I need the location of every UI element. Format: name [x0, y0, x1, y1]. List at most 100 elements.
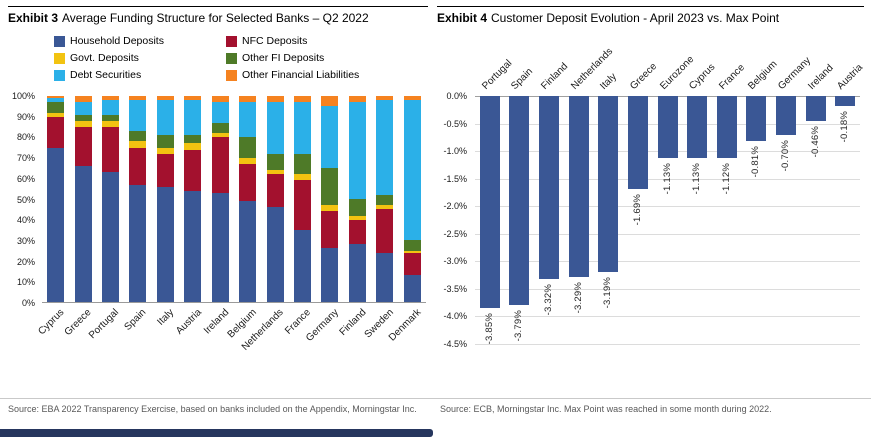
segment-other-fi-deposits [184, 135, 202, 144]
segment-debt-securities [184, 100, 202, 136]
stacked-bar-greece [74, 96, 92, 302]
legend-label: Household Deposits [70, 35, 164, 47]
y-tick-label: 60% [16, 173, 35, 184]
segment-household-deposits [321, 248, 339, 302]
category-label: Greece [628, 61, 660, 92]
exhibit3-y-axis: 100% 90% 80% 70% 60% 50% 40% 30% 20% 10% 0% [8, 91, 38, 308]
segment-household-deposits [266, 207, 284, 302]
stacked-bar-germany [321, 96, 339, 302]
segment-govt-deposits [348, 215, 366, 220]
segment-other-financial-liabilities [129, 96, 147, 101]
segment-other-fi-deposits [403, 240, 421, 251]
stacked-bar-finland [348, 96, 366, 302]
stacked-bar-denmark [403, 96, 421, 302]
legend-swatch-icon [226, 35, 237, 47]
y-tick-label: -2.5% [443, 228, 467, 239]
y-tick-label: -3.5% [443, 283, 467, 294]
category-label: Cyprus [687, 61, 718, 92]
segment-nfc-deposits [348, 219, 366, 245]
legend-swatch-icon [226, 52, 237, 64]
gridline [475, 344, 860, 345]
gridline [475, 233, 860, 235]
y-tick-label: -1.0% [443, 146, 467, 157]
legend-label: NFC Deposits [242, 35, 308, 47]
segment-debt-securities [376, 100, 394, 195]
segment-govt-deposits [266, 170, 284, 175]
segment-debt-securities [348, 102, 366, 200]
y-tick-label: -2.0% [443, 201, 467, 212]
y-tick-label: 90% [16, 111, 35, 122]
segment-debt-securities [211, 102, 229, 123]
segment-debt-securities [294, 102, 311, 154]
segment-nfc-deposits [376, 209, 394, 253]
segment-other-financial-liabilities [239, 96, 257, 103]
legend-item-govt-deposits: Govt. Deposits [54, 51, 226, 65]
segment-debt-securities [47, 98, 65, 103]
exhibit3-plot-area [42, 96, 426, 303]
stacked-bar-portugal [102, 96, 120, 302]
stacked-bar-cyprus [47, 96, 65, 302]
segment-nfc-deposits [156, 153, 174, 187]
legend-label: Other Financial Liabilities [242, 69, 360, 81]
exhibit3-label: Exhibit 3 [8, 11, 59, 25]
category-label: Finland [539, 61, 571, 92]
bar-italy [598, 96, 619, 272]
segment-nfc-deposits [211, 137, 229, 193]
x-axis-label: Austria [173, 307, 204, 337]
segment-govt-deposits [156, 147, 174, 154]
legend-label: Other FI Deposits [242, 52, 325, 64]
segment-nfc-deposits [184, 149, 202, 191]
bar-spain [509, 96, 530, 305]
segment-nfc-deposits [102, 126, 120, 173]
value-label: -0.81% [750, 145, 762, 177]
segment-other-financial-liabilities [47, 96, 65, 99]
gridline [475, 178, 860, 180]
exhibit4-panel: Exhibit 4 Customer Deposit Evolution - Ap… [437, 6, 865, 349]
segment-govt-deposits [294, 174, 311, 181]
segment-household-deposits [74, 166, 92, 302]
y-tick-label: 20% [16, 256, 35, 267]
segment-other-fi-deposits [321, 168, 339, 206]
exhibit4-label: Exhibit 4 [437, 11, 488, 25]
legend-swatch-icon [54, 69, 65, 81]
exhibit3-source: Source: EBA 2022 Transparency Exercise, … [8, 404, 417, 414]
legend-label: Govt. Deposits [70, 52, 139, 64]
segment-govt-deposits [102, 120, 120, 127]
segment-nfc-deposits [129, 147, 147, 185]
stacked-bar-belgium [239, 96, 257, 302]
gridline [475, 288, 860, 290]
segment-govt-deposits [403, 250, 421, 253]
y-tick-label: 0.0% [446, 91, 467, 101]
value-label: -1.69% [631, 194, 643, 226]
segment-other-fi-deposits [211, 122, 229, 134]
exhibit3-legend: Household Deposits NFC Deposits Govt. Depo… [54, 34, 428, 82]
bar-portugal [479, 96, 500, 309]
segment-nfc-deposits [321, 211, 339, 249]
segment-household-deposits [129, 184, 147, 302]
bar-greece [627, 96, 648, 190]
y-tick-label: 0% [21, 298, 35, 308]
segment-debt-securities [102, 100, 120, 115]
value-label: -0.46% [809, 126, 821, 158]
footer-strip [0, 429, 433, 437]
segment-other-financial-liabilities [102, 96, 120, 101]
exhibit4-source: Source: ECB, Morningstar Inc. Max Point … [440, 404, 772, 414]
value-label: -3.79% [513, 309, 525, 342]
segment-govt-deposits [321, 205, 339, 212]
x-axis-label: Spain [122, 307, 149, 333]
y-tick-label: 80% [16, 132, 35, 143]
segment-other-fi-deposits [102, 114, 120, 121]
exhibit4-title-text: Customer Deposit Evolution - April 2023 … [491, 11, 780, 25]
value-label: -1.12% [720, 162, 732, 195]
stacked-bar-italy [156, 96, 174, 302]
segment-debt-securities [156, 100, 174, 136]
value-label: -0.18% [839, 110, 851, 143]
bar-ireland [805, 96, 826, 122]
segment-other-financial-liabilities [74, 96, 92, 103]
segment-debt-securities [74, 102, 92, 115]
segment-other-fi-deposits [156, 135, 174, 148]
segment-household-deposits [348, 244, 366, 302]
stacked-bar-ireland [211, 96, 229, 302]
bar-belgium [746, 96, 767, 141]
legend-swatch-icon [54, 52, 65, 64]
